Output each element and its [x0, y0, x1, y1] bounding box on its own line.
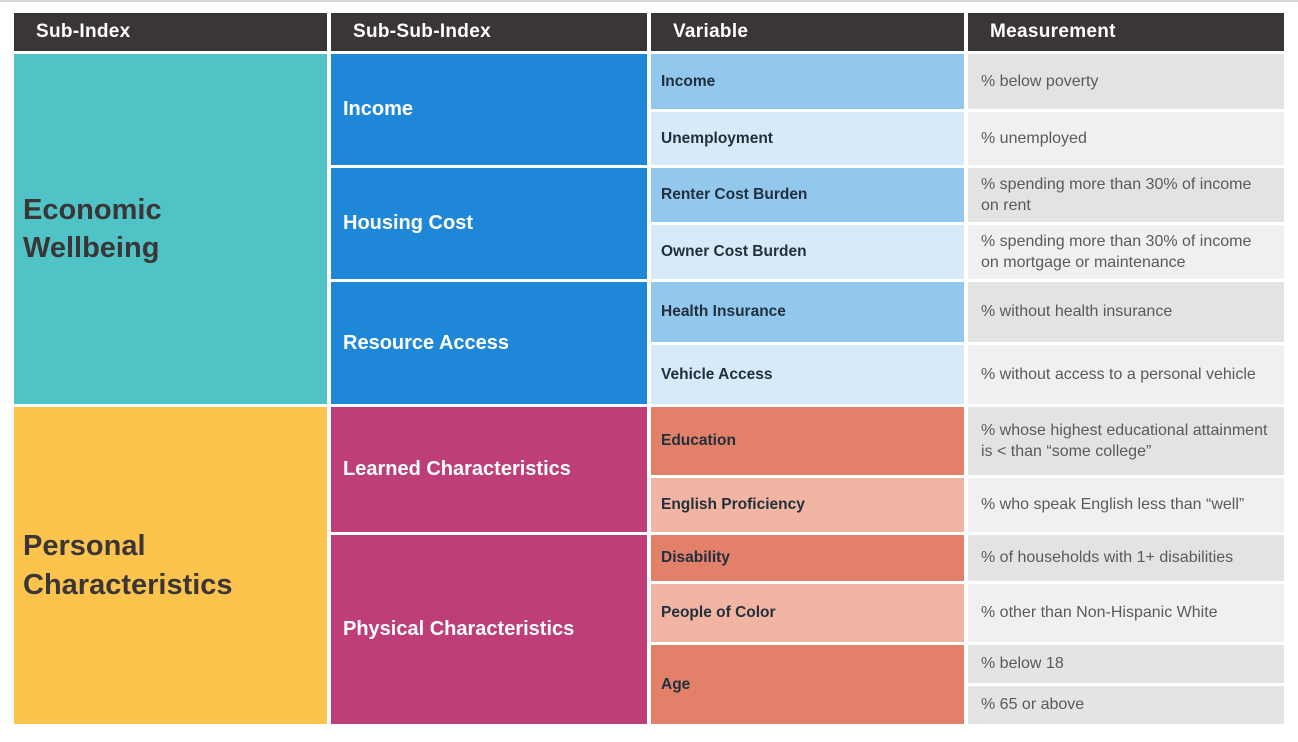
measurement-cell-unemployed: % unemployed: [968, 112, 1284, 165]
variable-cell-people-of-color: People of Color: [651, 584, 964, 642]
column-header-sub-index-label: Sub-Index: [36, 21, 131, 42]
subsubindex-cell-income: Income: [331, 54, 647, 165]
measurement-text-no-vehicle: % without access to a personal vehicle: [981, 365, 1256, 383]
measurement-text-education-attainment: % whose highest educational attainment i…: [981, 421, 1268, 460]
section-cell-personal-characteristics: Personal Characteristics: [14, 407, 327, 724]
variable-cell-income: Income: [651, 54, 964, 109]
measurement-text-65-or-above: % 65 or above: [981, 696, 1085, 714]
measurement-text-unemployed: % unemployed: [981, 129, 1087, 147]
variable-label-health-insurance: Health Insurance: [661, 303, 786, 320]
variable-label-english-proficiency: English Proficiency: [661, 496, 805, 513]
measurement-cell-below-18: % below 18: [968, 645, 1284, 683]
subsubindex-label-resource-access: Resource Access: [343, 331, 510, 354]
section-label-economic-wellbeing: Economic Wellbeing: [23, 193, 162, 264]
variable-cell-disability: Disability: [651, 535, 964, 581]
variable-cell-age: Age: [651, 645, 964, 724]
measurement-cell-english-less-than-well: % who speak English less than “well”: [968, 478, 1284, 532]
measurement-cell-below-poverty: % below poverty: [968, 54, 1284, 109]
column-header-measurement: Measurement: [968, 13, 1284, 51]
variable-cell-education: Education: [651, 407, 964, 475]
subsubindex-cell-housing-cost: Housing Cost: [331, 168, 647, 279]
measurement-text-below-poverty: % below poverty: [981, 72, 1099, 90]
measurement-cell-education-attainment: % whose highest educational attainment i…: [968, 407, 1284, 475]
variable-cell-renter-cost-burden: Renter Cost Burden: [651, 168, 964, 222]
variable-label-unemployment: Unemployment: [661, 129, 773, 147]
column-header-sub-sub-index-label: Sub-Sub-Index: [353, 21, 491, 42]
subsubindex-cell-resource-access: Resource Access: [331, 282, 647, 404]
measurement-cell-rent-burden: % spending more than 30% of income on re…: [968, 168, 1284, 222]
subsubindex-label-physical-characteristics: Physical Characteristics: [343, 618, 575, 640]
variable-label-people-of-color: People of Color: [661, 604, 776, 621]
measurement-text-no-health-insurance: % without health insurance: [981, 303, 1173, 321]
variable-label-income: Income: [661, 72, 716, 90]
column-header-variable-label: Variable: [673, 21, 749, 42]
index-structure-table: Sub-Index Sub-Sub-Index Variable Measure…: [14, 13, 1284, 724]
measurement-text-households-disabilities: % of households with 1+ disabilities: [981, 549, 1234, 567]
variable-label-owner-cost-burden: Owner Cost Burden: [661, 243, 807, 260]
variable-label-vehicle-access: Vehicle Access: [661, 365, 773, 383]
variable-cell-unemployment: Unemployment: [651, 112, 964, 165]
subsubindex-label-learned-characteristics: Learned Characteristics: [343, 458, 571, 480]
measurement-cell-mortgage-burden: % spending more than 30% of income on mo…: [968, 225, 1284, 279]
variable-label-disability: Disability: [661, 549, 730, 566]
column-header-measurement-label: Measurement: [990, 21, 1116, 42]
variable-cell-english-proficiency: English Proficiency: [651, 478, 964, 532]
subsubindex-cell-physical-characteristics: Physical Characteristics: [331, 535, 647, 724]
variable-label-renter-cost-burden: Renter Cost Burden: [661, 186, 808, 203]
section-label-personal-characteristics: Personal Characteristics: [23, 530, 233, 601]
column-header-sub-index: Sub-Index: [14, 13, 327, 51]
measurement-text-rent-burden: % spending more than 30% of income on re…: [981, 175, 1252, 214]
column-header-sub-sub-index: Sub-Sub-Index: [331, 13, 647, 51]
subsubindex-label-income: Income: [343, 98, 414, 120]
measurement-text-mortgage-burden: % spending more than 30% of income on mo…: [981, 232, 1252, 271]
measurement-text-non-hispanic-white: % other than Non-Hispanic White: [981, 604, 1218, 622]
subsubindex-cell-learned-characteristics: Learned Characteristics: [331, 407, 647, 532]
column-header-variable: Variable: [651, 13, 964, 51]
measurement-cell-households-disabilities: % of households with 1+ disabilities: [968, 535, 1284, 581]
measurement-text-below-18: % below 18: [981, 655, 1064, 673]
subsubindex-label-housing-cost: Housing Cost: [343, 212, 473, 234]
variable-cell-owner-cost-burden: Owner Cost Burden: [651, 225, 964, 279]
variable-label-education: Education: [661, 432, 736, 449]
measurement-text-english-less-than-well: % who speak English less than “well”: [981, 496, 1245, 514]
measurement-cell-no-vehicle: % without access to a personal vehicle: [968, 345, 1284, 404]
measurement-cell-non-hispanic-white: % other than Non-Hispanic White: [968, 584, 1284, 642]
variable-cell-vehicle-access: Vehicle Access: [651, 345, 964, 404]
measurement-cell-no-health-insurance: % without health insurance: [968, 282, 1284, 342]
section-cell-economic-wellbeing: Economic Wellbeing: [14, 54, 327, 404]
measurement-cell-65-or-above: % 65 or above: [968, 686, 1284, 724]
variable-cell-health-insurance: Health Insurance: [651, 282, 964, 342]
variable-label-age: Age: [661, 675, 691, 693]
